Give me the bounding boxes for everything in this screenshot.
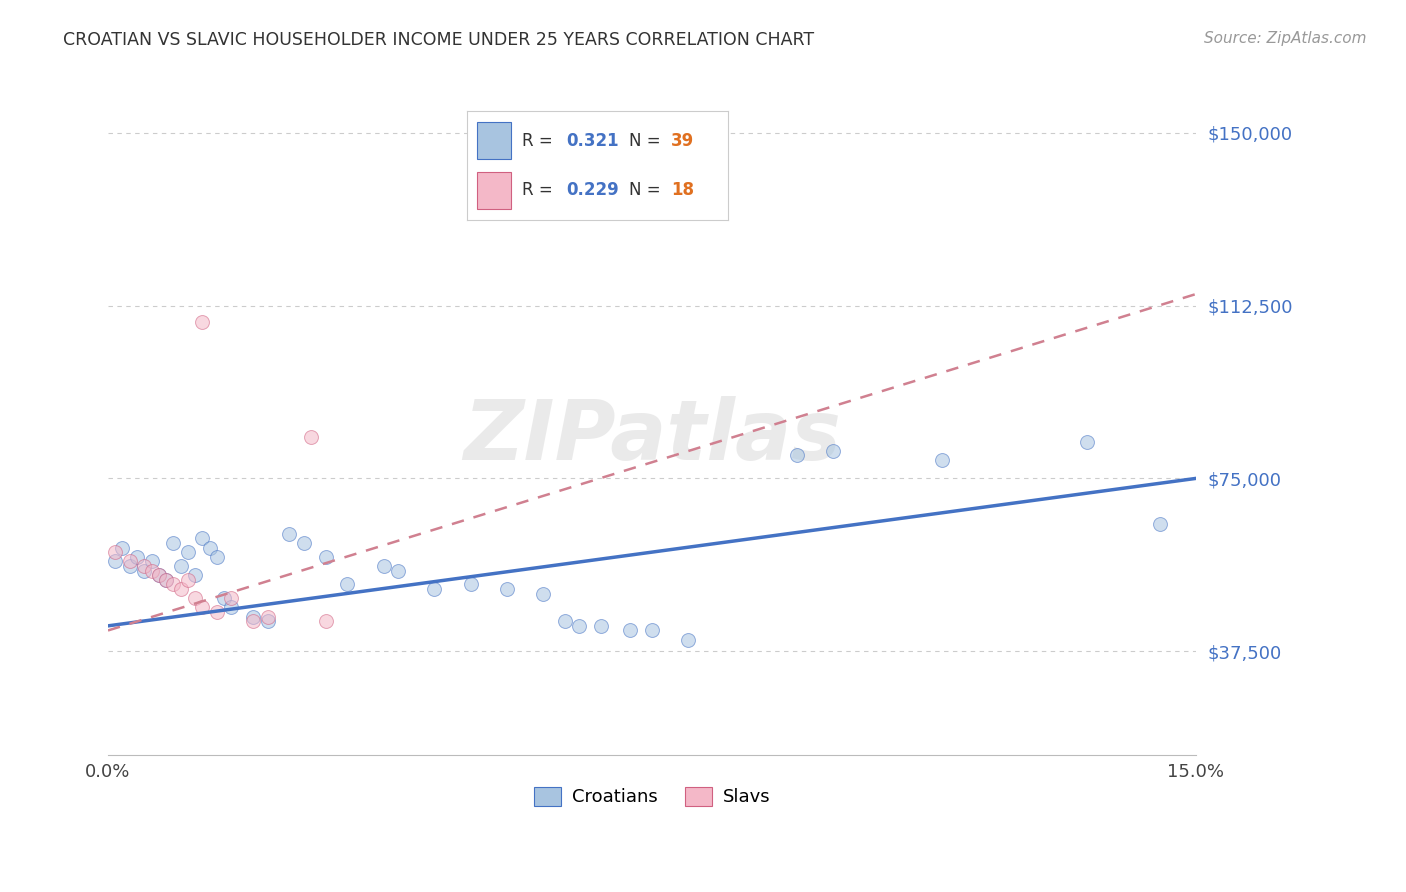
Point (169, 558, 191, 573)
Point (242, 609, 264, 624)
Point (205, 549, 228, 564)
Point (786, 448, 808, 462)
Point (118, 558, 141, 573)
Point (221, 600, 243, 615)
Point (591, 619, 613, 633)
Point (184, 591, 207, 606)
Point (373, 558, 395, 573)
Point (177, 573, 200, 587)
Point (460, 577, 482, 591)
Point (242, 614, 264, 628)
Point (531, 586, 554, 600)
Point (191, 600, 214, 615)
Point (423, 582, 446, 596)
Point (221, 591, 243, 606)
Point (125, 549, 148, 564)
Point (292, 536, 315, 550)
Point (678, 632, 700, 647)
Point (177, 545, 200, 559)
Point (148, 568, 170, 582)
Point (554, 614, 576, 628)
Point (299, 430, 322, 444)
Text: ZIPatlas: ZIPatlas (463, 396, 841, 477)
Point (148, 568, 170, 582)
Point (169, 582, 191, 596)
Point (141, 564, 163, 578)
Point (191, 315, 214, 329)
Point (104, 545, 127, 559)
Point (1149, 517, 1171, 532)
Point (162, 577, 184, 591)
Point (205, 605, 228, 619)
Point (823, 443, 845, 458)
Point (619, 624, 641, 638)
Point (134, 558, 156, 573)
Point (155, 573, 177, 587)
Point (336, 577, 359, 591)
Point (212, 591, 235, 606)
Point (931, 453, 953, 467)
Point (198, 541, 221, 555)
Point (496, 582, 519, 596)
Point (256, 614, 278, 628)
Legend: Croatians, Slavs: Croatians, Slavs (527, 780, 778, 814)
Point (1076, 434, 1098, 449)
Text: Source: ZipAtlas.com: Source: ZipAtlas.com (1204, 31, 1367, 46)
Point (118, 554, 141, 568)
Point (155, 573, 177, 587)
Text: CROATIAN VS SLAVIC HOUSEHOLDER INCOME UNDER 25 YEARS CORRELATION CHART: CROATIAN VS SLAVIC HOUSEHOLDER INCOME UN… (63, 31, 814, 49)
Point (141, 554, 163, 568)
Point (134, 564, 156, 578)
Point (278, 526, 301, 541)
Point (162, 536, 184, 550)
Point (387, 564, 409, 578)
Point (568, 619, 591, 633)
Point (104, 554, 127, 568)
Point (191, 531, 214, 545)
Point (184, 568, 207, 582)
Point (315, 614, 337, 628)
Point (111, 541, 134, 555)
Point (256, 609, 278, 624)
Point (641, 624, 664, 638)
Point (315, 549, 337, 564)
